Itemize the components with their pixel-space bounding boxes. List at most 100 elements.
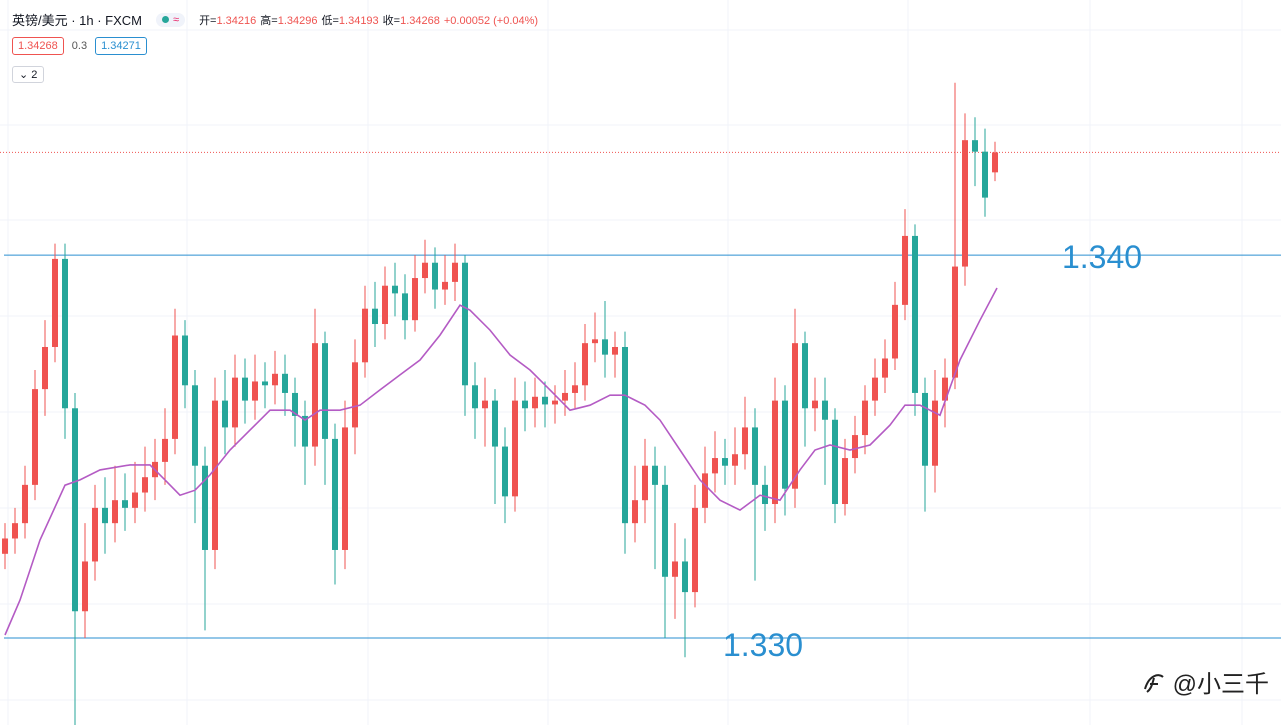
candle-body: [752, 427, 758, 485]
status-pill[interactable]: ≈: [156, 12, 186, 27]
candle-body: [862, 400, 868, 436]
candle-body: [302, 415, 308, 447]
candle-body: [972, 140, 978, 152]
candle-body: [252, 381, 258, 401]
candle-body: [412, 278, 418, 321]
candle-body: [812, 400, 818, 409]
candle-body: [342, 427, 348, 550]
candle-body: [982, 151, 988, 198]
candle-body: [372, 308, 378, 325]
candle-body: [662, 484, 668, 577]
candle-body: [582, 343, 588, 386]
candle-body: [462, 262, 468, 386]
candle-body: [432, 262, 438, 290]
candle-body: [932, 400, 938, 466]
candle-body: [892, 304, 898, 359]
ohlc-label: 高=: [260, 14, 278, 27]
ohlc-value: 1.34296: [277, 14, 318, 27]
candle-body: [572, 385, 578, 393]
header: 英镑/美元 · 1h · FXCM ≈ 开=1.34216 高=1.34296 低=…: [12, 10, 542, 29]
ask-badge[interactable]: 1.34271: [95, 37, 147, 55]
candle-body: [742, 427, 748, 455]
candle-body: [722, 458, 728, 466]
candle-body: [522, 400, 528, 409]
indicator-toggle[interactable]: ⌄ 2: [12, 66, 45, 83]
quote-row: 1.34268 0.3 1.34271: [12, 37, 147, 55]
candle-body: [782, 400, 788, 489]
candle-body: [32, 389, 38, 485]
candle-body: [562, 392, 568, 401]
candle-body: [762, 484, 768, 505]
watermark: @小三千: [1141, 664, 1269, 699]
watermark-icon: [1143, 673, 1164, 693]
candle-body: [962, 140, 968, 267]
candle-body: [692, 507, 698, 593]
candle-body: [202, 465, 208, 550]
candle-body: [712, 458, 718, 474]
candle-body: [592, 339, 598, 344]
spread: 0.3: [71, 40, 88, 52]
candle-body: [162, 438, 168, 462]
candle-body: [532, 396, 538, 409]
candle-body: [12, 523, 18, 539]
candle-body: [22, 484, 28, 524]
candle-body: [492, 400, 498, 447]
candle-body: [452, 262, 458, 282]
candle-body: [362, 308, 368, 363]
candle-body: [902, 235, 908, 305]
candle-body: [102, 507, 108, 524]
candle-body: [472, 385, 478, 409]
candle-body: [2, 538, 8, 554]
candle-body: [52, 258, 58, 347]
candle-body: [652, 465, 658, 485]
candle-body: [62, 258, 68, 409]
candle-body: [122, 500, 128, 508]
candle-body: [292, 392, 298, 416]
level-label: 1.340: [1062, 239, 1142, 275]
candle-body: [442, 281, 448, 290]
candle-body: [322, 343, 328, 439]
candle-body: [232, 377, 238, 428]
candle-body: [832, 419, 838, 505]
candle-body: [392, 285, 398, 294]
candle-body: [212, 400, 218, 550]
candle-body: [872, 377, 878, 401]
candle-body: [312, 343, 318, 447]
candle-body: [112, 500, 118, 524]
candle-body: [42, 346, 48, 390]
candle-body: [732, 454, 738, 466]
ohlc-label: 收=: [382, 14, 401, 27]
candle-body: [222, 400, 228, 428]
candle-body: [402, 293, 408, 321]
candle-body: [942, 377, 948, 401]
candle-body: [552, 400, 558, 405]
ohlc-value: 1.34193: [338, 14, 379, 27]
candle-body: [842, 458, 848, 505]
candle-body: [182, 335, 188, 386]
bid-badge[interactable]: 1.34268: [12, 37, 64, 55]
candle-body: [482, 400, 488, 409]
candle-body: [262, 381, 268, 386]
level-label: 1.330: [723, 627, 803, 663]
candle-body: [352, 362, 358, 428]
candle-body: [792, 343, 798, 489]
candle-body: [542, 396, 548, 405]
ohlc: 开=1.34216 高=1.34296 低=1.34193 收=1.34268 +0.0…: [199, 12, 542, 28]
candle-body: [332, 438, 338, 550]
candle-body: [952, 266, 958, 378]
candle-body: [882, 358, 888, 378]
candle-body: [512, 400, 518, 497]
candle-body: [672, 561, 678, 577]
candle-body: [622, 346, 628, 524]
watermark-text: @小三千: [1172, 671, 1269, 698]
candle-body: [922, 392, 928, 466]
candle-body: [702, 473, 708, 508]
candle-body: [282, 373, 288, 393]
candle-body: [602, 339, 608, 355]
candle-body: [802, 343, 808, 409]
indicator-count: 2: [31, 69, 38, 81]
candle-body: [642, 465, 648, 501]
candle-body: [82, 561, 88, 612]
moving-average: [4, 287, 998, 636]
candle-body: [172, 335, 178, 439]
